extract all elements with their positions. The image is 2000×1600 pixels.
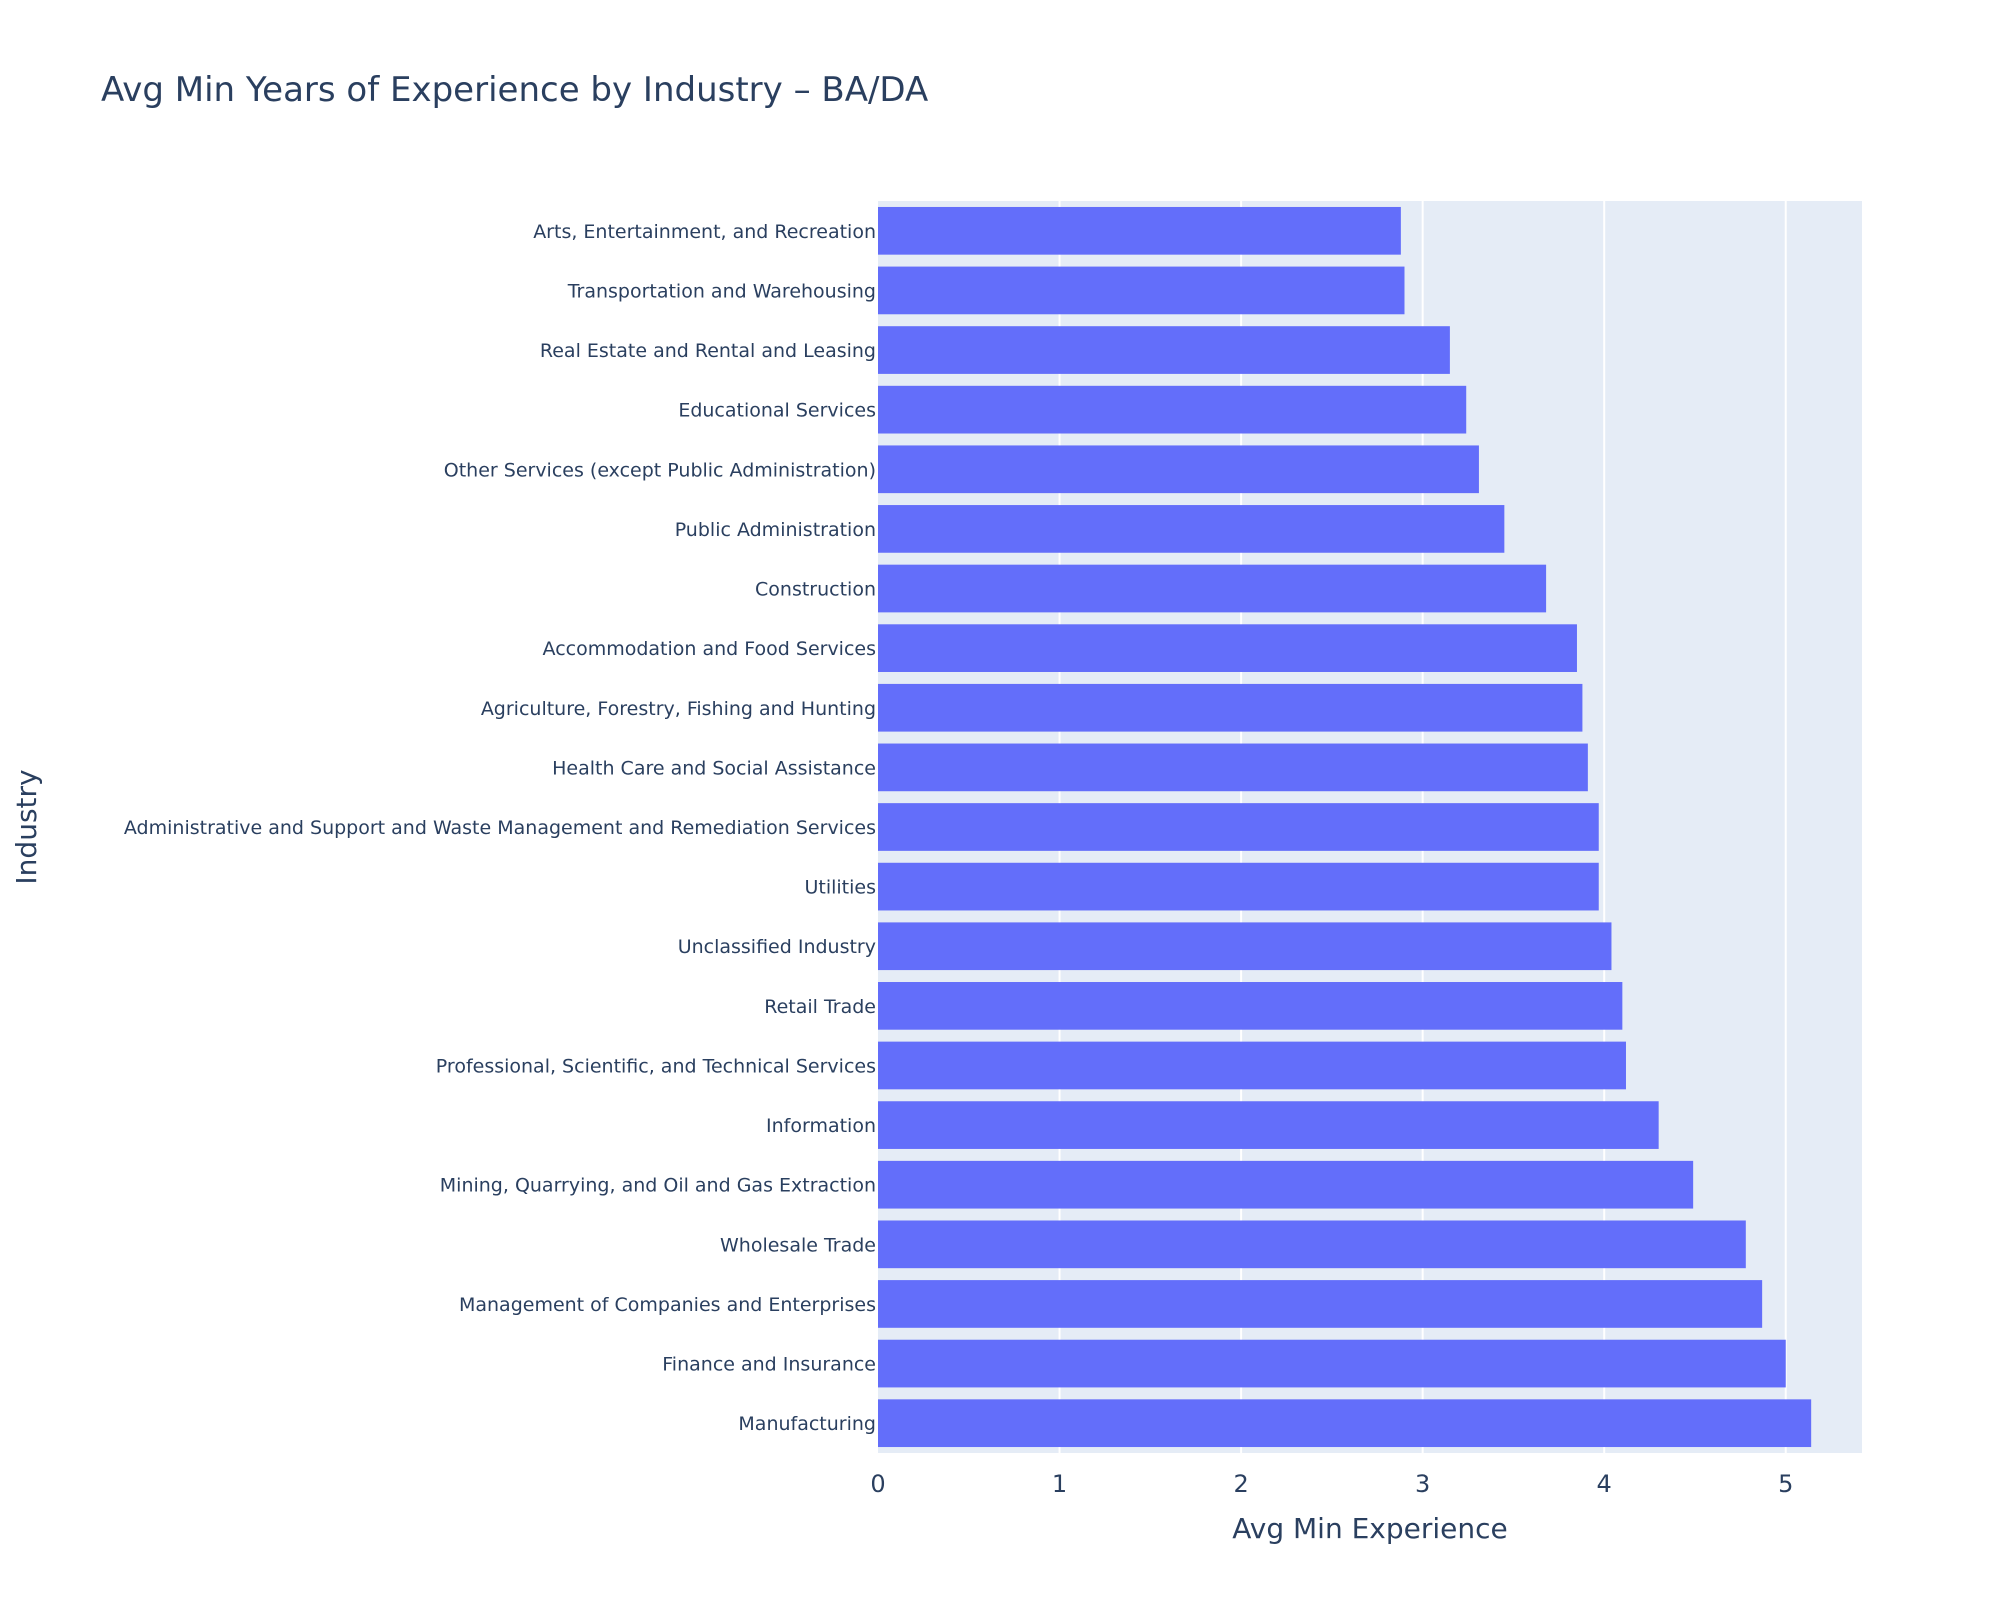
bar xyxy=(878,1101,1659,1149)
y-tick-label: Professional, Scientific, and Technical … xyxy=(436,1055,876,1077)
y-tick-label: Management of Companies and Enterprises xyxy=(459,1294,876,1316)
bar xyxy=(878,564,1547,613)
bar xyxy=(878,326,1450,374)
bar xyxy=(878,922,1612,971)
y-tick-label: Accommodation and Food Services xyxy=(543,638,876,660)
bar xyxy=(878,266,1405,315)
x-tick-label: 5 xyxy=(1778,1470,1793,1498)
x-tick-label: 1 xyxy=(1052,1470,1067,1498)
bar xyxy=(878,982,1623,1030)
bars xyxy=(878,206,1812,1448)
bar xyxy=(878,1041,1626,1090)
bar xyxy=(878,1160,1694,1209)
y-tick-label: Real Estate and Rental and Leasing xyxy=(540,340,876,362)
y-axis-title: Industry xyxy=(10,769,43,884)
y-tick-label: Mining, Quarrying, and Oil and Gas Extra… xyxy=(440,1175,876,1197)
y-tick-label: Wholesale Trade xyxy=(720,1234,876,1256)
y-tick-label: Arts, Entertainment, and Recreation xyxy=(533,221,876,243)
y-tick-label: Other Services (except Public Administra… xyxy=(444,459,876,481)
y-tick-label: Manufacturing xyxy=(738,1413,876,1435)
y-tick-label: Information xyxy=(766,1115,876,1137)
bar xyxy=(878,206,1401,255)
bar xyxy=(878,803,1599,851)
bar xyxy=(878,1399,1812,1448)
x-tick-label: 2 xyxy=(1233,1470,1248,1498)
bar xyxy=(878,624,1577,672)
y-tick-label: Public Administration xyxy=(675,519,876,541)
x-tick-label: 4 xyxy=(1597,1470,1612,1498)
y-tick-label: Transportation and Warehousing xyxy=(567,280,876,302)
x-axis-title: Avg Min Experience xyxy=(1232,1512,1508,1545)
y-axis-tick-labels: Arts, Entertainment, and Recreation Trans… xyxy=(124,221,876,1435)
y-tick-label: Agriculture, Forestry, Fishing and Hunti… xyxy=(481,698,876,720)
y-tick-label: Unclassified Industry xyxy=(678,936,876,958)
y-tick-label: Utilities xyxy=(804,877,876,899)
bar xyxy=(878,1280,1763,1328)
y-tick-label: Retail Trade xyxy=(764,996,876,1018)
bar xyxy=(878,1220,1746,1269)
x-axis-tick-labels: 0 1 2 3 4 5 xyxy=(870,1470,1793,1498)
x-tick-label: 3 xyxy=(1415,1470,1430,1498)
bar xyxy=(878,743,1588,792)
bar xyxy=(878,385,1467,434)
y-tick-label: Administrative and Support and Waste Man… xyxy=(124,817,876,839)
y-tick-label: Educational Services xyxy=(678,400,876,422)
bar xyxy=(878,683,1583,732)
y-tick-label: Health Care and Social Assistance xyxy=(552,757,876,779)
bar xyxy=(878,445,1479,494)
y-tick-label: Finance and Insurance xyxy=(662,1354,876,1376)
x-tick-label: 0 xyxy=(870,1470,885,1498)
bar xyxy=(878,1339,1786,1388)
bar xyxy=(878,505,1505,553)
chart-title: Avg Min Years of Experience by Industry … xyxy=(101,70,928,110)
y-tick-label: Construction xyxy=(755,579,876,601)
bar xyxy=(878,862,1599,911)
